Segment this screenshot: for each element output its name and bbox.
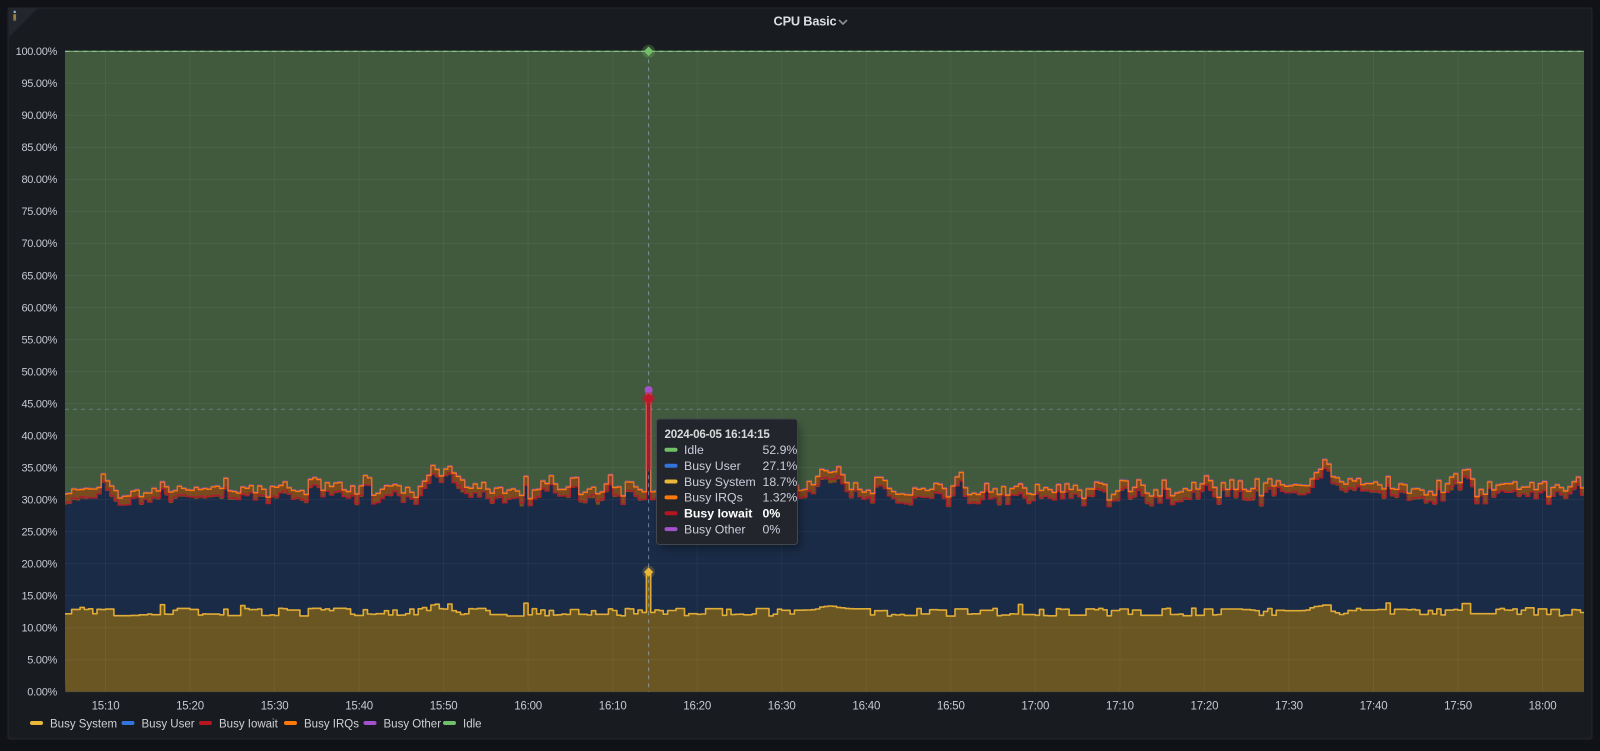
svg-text:75.00%: 75.00% <box>21 206 57 218</box>
svg-text:Idle: Idle <box>463 718 482 730</box>
svg-text:95.00%: 95.00% <box>21 78 57 90</box>
svg-text:10.00%: 10.00% <box>21 623 57 635</box>
svg-text:17:00: 17:00 <box>1021 701 1049 713</box>
svg-text:25.00%: 25.00% <box>21 527 57 539</box>
svg-text:15:10: 15:10 <box>92 701 120 713</box>
svg-text:Busy IRQs: Busy IRQs <box>684 491 743 505</box>
svg-text:15.00%: 15.00% <box>21 591 57 603</box>
svg-text:16:10: 16:10 <box>599 701 627 713</box>
svg-text:17:10: 17:10 <box>1106 701 1134 713</box>
svg-text:30.00%: 30.00% <box>21 494 57 506</box>
svg-text:55.00%: 55.00% <box>21 334 57 346</box>
svg-text:Busy Other: Busy Other <box>384 718 442 730</box>
svg-text:27.1%: 27.1% <box>763 459 798 473</box>
svg-text:Idle: Idle <box>684 443 704 457</box>
svg-text:15:50: 15:50 <box>430 701 458 713</box>
svg-text:65.00%: 65.00% <box>21 270 57 282</box>
svg-text:90.00%: 90.00% <box>21 110 57 122</box>
svg-text:35.00%: 35.00% <box>21 462 57 474</box>
svg-text:18.7%: 18.7% <box>763 475 798 489</box>
svg-text:0.00%: 0.00% <box>27 687 57 699</box>
svg-text:17:20: 17:20 <box>1191 701 1219 713</box>
svg-text:16:20: 16:20 <box>683 701 711 713</box>
svg-text:15:20: 15:20 <box>176 701 204 713</box>
svg-text:80.00%: 80.00% <box>21 174 57 186</box>
svg-text:60.00%: 60.00% <box>21 302 57 314</box>
svg-text:0%: 0% <box>763 507 781 521</box>
svg-text:Busy Iowait: Busy Iowait <box>219 718 279 730</box>
svg-text:5.00%: 5.00% <box>27 655 57 667</box>
svg-text:16:40: 16:40 <box>852 701 880 713</box>
svg-text:20.00%: 20.00% <box>21 559 57 571</box>
svg-text:16:30: 16:30 <box>768 701 796 713</box>
svg-text:70.00%: 70.00% <box>21 238 57 250</box>
svg-text:16:50: 16:50 <box>937 701 965 713</box>
svg-text:15:40: 15:40 <box>345 701 373 713</box>
svg-text:Busy User: Busy User <box>684 459 741 473</box>
svg-text:Busy System: Busy System <box>50 718 117 730</box>
svg-text:50.00%: 50.00% <box>21 366 57 378</box>
svg-text:16:00: 16:00 <box>514 701 542 713</box>
svg-text:Busy Other: Busy Other <box>684 522 746 536</box>
svg-text:CPU Basic: CPU Basic <box>774 14 837 29</box>
svg-text:100.00%: 100.00% <box>16 46 58 58</box>
svg-text:17:50: 17:50 <box>1444 701 1472 713</box>
svg-text:2024-06-05 16:14:15: 2024-06-05 16:14:15 <box>665 428 771 441</box>
svg-text:40.00%: 40.00% <box>21 430 57 442</box>
svg-text:1.32%: 1.32% <box>763 491 798 505</box>
svg-text:Busy Iowait: Busy Iowait <box>684 507 752 521</box>
svg-text:Busy IRQs: Busy IRQs <box>304 718 359 730</box>
svg-text:Busy System: Busy System <box>684 475 756 489</box>
svg-text:45.00%: 45.00% <box>21 398 57 410</box>
svg-text:85.00%: 85.00% <box>21 142 57 154</box>
svg-text:15:30: 15:30 <box>261 701 289 713</box>
svg-text:17:40: 17:40 <box>1360 701 1388 713</box>
svg-text:0%: 0% <box>763 522 781 536</box>
svg-text:Busy User: Busy User <box>142 718 195 730</box>
svg-text:17:30: 17:30 <box>1275 701 1303 713</box>
svg-text:52.9%: 52.9% <box>763 443 798 457</box>
svg-text:18:00: 18:00 <box>1529 701 1557 713</box>
